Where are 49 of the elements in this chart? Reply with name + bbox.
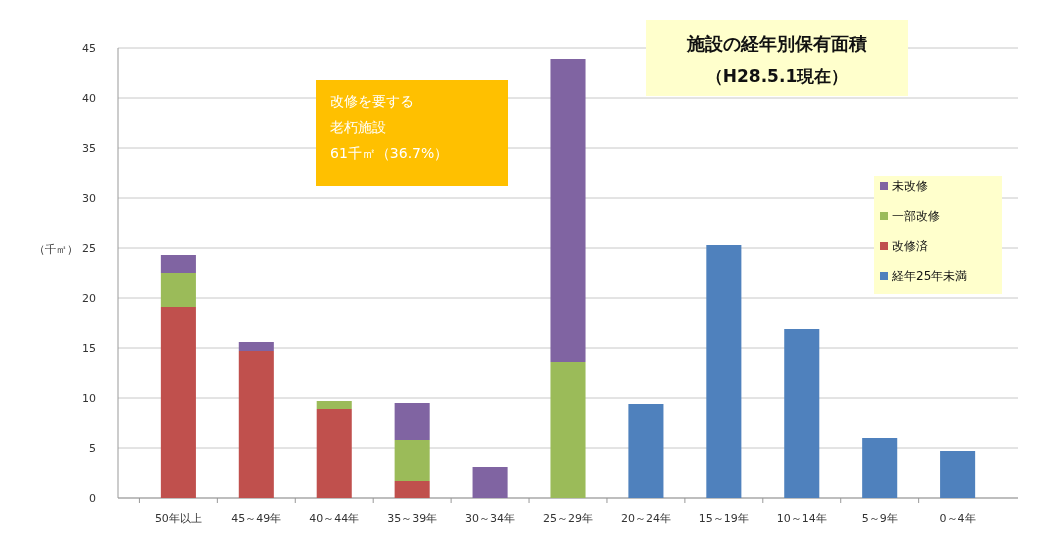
y-tick-label: 15 [82,341,96,355]
legend-label: 経年25年未満 [891,269,968,284]
bar [550,362,586,498]
y-tick-label: 25 [82,241,96,255]
x-tick-label: 45～49年 [231,512,282,525]
bar [160,255,196,273]
y-tick-label: 20 [82,291,96,305]
bar [394,440,430,481]
y-tick-label: 10 [82,391,96,405]
y-tick-label: 40 [82,91,96,105]
y-tick-label: 35 [82,141,96,155]
annotation: 老朽施設 [330,119,386,135]
y-tick-label: 45 [82,41,96,55]
legend-label: 一部改修 [892,209,940,224]
bar [628,404,664,498]
bar [316,401,352,409]
x-tick-label: 10～14年 [776,512,827,525]
bar [550,59,586,362]
bar [238,342,274,351]
bar [394,403,430,440]
bar [394,481,430,498]
bar [160,307,196,498]
text: （H28.5.1現在） [705,66,849,86]
y-tick-label: 0 [89,491,96,505]
bar [862,438,898,498]
legend-label: 未改修 [892,179,928,194]
x-tick-label: 25～29年 [543,512,593,525]
bar [316,409,352,498]
chart-title: 施設の経年別保有面積 [686,33,867,54]
x-tick-label: 20～24年 [620,512,671,525]
bar [238,351,274,498]
x-tick-label: 5～9年 [861,512,898,525]
x-tick-label: 15～19年 [698,512,749,525]
x-tick-label: 40～44年 [309,512,360,525]
y-tick-label: 30 [82,191,96,205]
bar [706,245,742,498]
annotation: 61千㎡（36.7%） [330,145,449,161]
annotation: 改修を要する [330,93,414,109]
x-tick-label: 30～34年 [465,512,516,525]
bar [472,467,508,498]
x-tick-label: 0～4年 [939,512,976,525]
x-tick-label: 35～39年 [387,512,438,525]
y-tick-label: 5 [89,441,96,455]
y-axis-title: （千㎡） [34,243,78,256]
bar [160,273,196,307]
legend-label: 改修済 [892,239,928,254]
x-tick-label: 50年以上 [154,512,202,525]
bar [784,329,820,498]
bar [940,451,976,498]
